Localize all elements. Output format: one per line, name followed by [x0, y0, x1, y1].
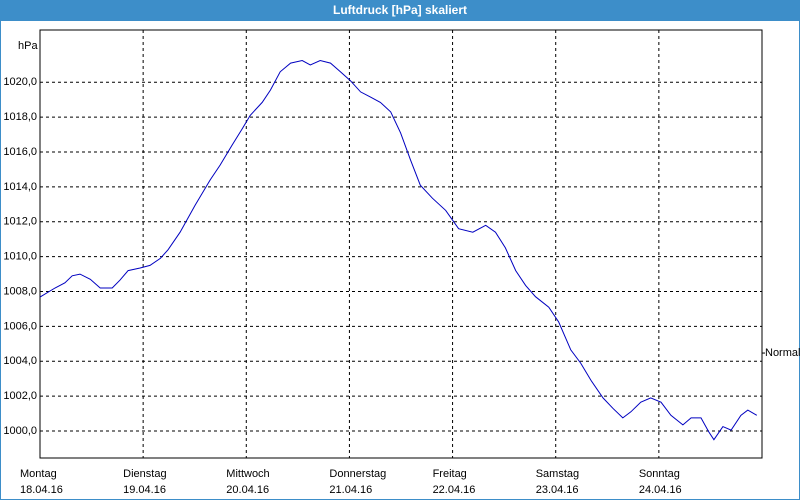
- x-tick-label: Mittwoch: [226, 468, 269, 480]
- y-tick-label: 1012,0: [3, 216, 37, 228]
- x-tick-date: 18.04.16: [20, 484, 63, 496]
- x-tick-label: Montag: [20, 468, 57, 480]
- x-tick-label: Samstag: [536, 468, 579, 480]
- y-tick-label: 1018,0: [3, 111, 37, 123]
- data-line: [39, 59, 758, 441]
- y-unit: hPa: [18, 40, 38, 52]
- y-tick-label: 1002,0: [3, 390, 37, 402]
- x-tick-date: 19.04.16: [123, 484, 166, 496]
- plot-border: [39, 29, 763, 459]
- y-tick-label: 1010,0: [3, 251, 37, 263]
- x-tick-label: Donnerstag: [329, 468, 386, 480]
- y-tick-label: 1004,0: [3, 355, 37, 367]
- title-bar: [0, 0, 800, 20]
- x-tick-label: Dienstag: [123, 468, 166, 480]
- x-tick-date: 22.04.16: [433, 484, 476, 496]
- x-tick-date: 20.04.16: [226, 484, 269, 496]
- x-tick-date: 23.04.16: [536, 484, 579, 496]
- frame: [0, 20, 800, 500]
- y-tick-label: 1016,0: [3, 146, 37, 158]
- y-tick-label: 1008,0: [3, 285, 37, 297]
- y-tick-label: 1020,0: [3, 76, 37, 88]
- y-tick-label: 1014,0: [3, 181, 37, 193]
- x-tick-date: 24.04.16: [639, 484, 682, 496]
- x-tick-date: 21.04.16: [329, 484, 372, 496]
- annotation: Normal: [765, 347, 800, 359]
- x-tick-label: Sonntag: [639, 468, 680, 480]
- y-tick-label: 1006,0: [3, 320, 37, 332]
- chart-title: Luftdruck [hPa] skaliert: [333, 3, 467, 17]
- x-tick-label: Freitag: [433, 468, 467, 480]
- y-tick-label: 1000,0: [3, 425, 37, 437]
